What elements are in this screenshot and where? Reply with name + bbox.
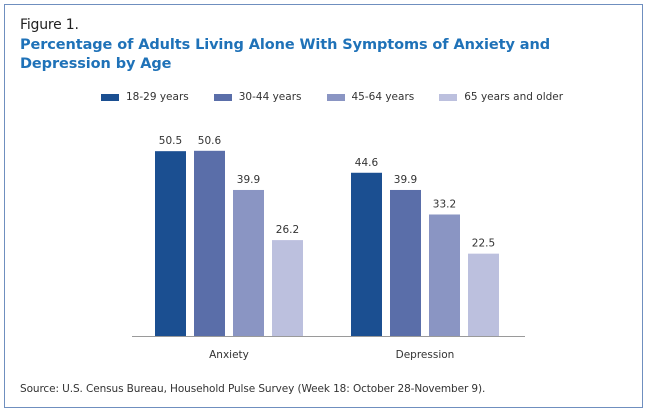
legend-swatch (213, 93, 232, 101)
legend-label: 18-29 years (126, 91, 189, 103)
legend-item: 18-29 years (101, 91, 189, 103)
legend-label: 45-64 years (351, 91, 415, 103)
bar (390, 189, 421, 336)
bar (429, 214, 460, 336)
chart-title: Percentage of Adults Living Alone With S… (20, 37, 550, 72)
bar (155, 151, 186, 336)
data-label: 26.2 (276, 224, 299, 236)
data-label: 50.5 (159, 135, 182, 147)
legend-swatch (101, 93, 119, 101)
bar (233, 189, 264, 336)
data-label: 50.6 (198, 135, 222, 147)
legend: 18-29 years 30-44 years 45-64 years 65 y… (101, 89, 588, 105)
data-label: 39.9 (237, 174, 260, 186)
figure-label: Figure 1. (20, 17, 79, 33)
legend-item: 45-64 years (326, 91, 415, 103)
legend-item: 30-44 years (213, 91, 302, 103)
data-label: 22.5 (472, 238, 495, 250)
legend-label: 65 years and older (464, 91, 564, 103)
data-label: 44.6 (355, 157, 379, 169)
bar (351, 172, 382, 336)
figure-frame (4, 4, 643, 408)
legend-swatch (439, 93, 458, 101)
bar (272, 240, 303, 336)
x-tick-label: Depression (396, 349, 455, 361)
source-note: Source: U.S. Census Bureau, Household Pu… (20, 383, 486, 395)
legend-swatch (326, 93, 345, 101)
data-label: 39.9 (394, 174, 417, 186)
bar (468, 253, 499, 336)
bar (194, 150, 225, 336)
data-label: 33.2 (433, 198, 456, 210)
legend-label: 30-44 years (238, 91, 302, 103)
x-tick-label: Anxiety (209, 349, 249, 361)
legend-item: 65 years and older (439, 91, 563, 103)
